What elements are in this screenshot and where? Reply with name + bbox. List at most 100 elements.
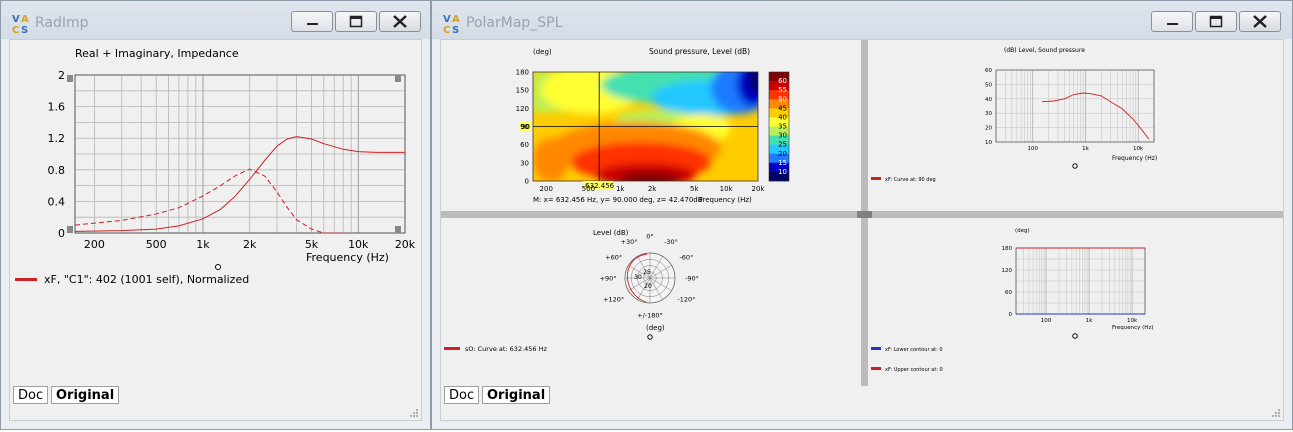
svg-text:C: C xyxy=(443,25,450,34)
spl-y-tick: 50 xyxy=(985,82,992,88)
tab-original[interactable]: Original xyxy=(482,386,551,404)
spl-x-tick: 10k xyxy=(1133,146,1144,152)
lower-legend-label: xF: Lower contour at: 0 xyxy=(885,347,943,353)
maximize-icon xyxy=(1209,15,1223,28)
cursor-y-badge xyxy=(520,122,532,131)
contour-anchor-point[interactable] xyxy=(1072,333,1078,339)
upper-legend-label: xF: Upper contour at: 0 xyxy=(885,367,943,373)
polar-spoke xyxy=(649,277,663,300)
y-tick-label: 1.2 xyxy=(48,132,66,145)
heatmap-y-tick: 90 xyxy=(520,123,529,131)
resize-grip-icon[interactable] xyxy=(1271,408,1281,418)
heatmap-y-tick: 120 xyxy=(516,105,529,113)
heatmap-x-ticks: 200 500 1k 2k 5k 10k 20k xyxy=(540,185,766,193)
heatmap-surface[interactable] xyxy=(533,62,771,188)
svg-text:S: S xyxy=(21,25,28,34)
minimize-button[interactable] xyxy=(1151,11,1193,32)
marker-readout: M: x= 632.456 Hz, y= 90.000 deg, z= 42.4… xyxy=(533,196,703,204)
x-tick-label: 1k xyxy=(196,238,210,251)
contour-title: (deg) xyxy=(1015,228,1030,234)
scale-label: 15 xyxy=(778,159,787,167)
tab-doc[interactable]: Doc xyxy=(444,386,480,404)
spl-y-ticks: 10 20 30 40 50 60 xyxy=(985,68,992,146)
polar-angle-label: -60° xyxy=(679,254,693,262)
spl-x-tick: 100 xyxy=(1028,146,1039,152)
heatmap-y-tick: 30 xyxy=(520,159,529,167)
scale-swatch xyxy=(769,144,789,155)
close-button[interactable] xyxy=(1239,11,1281,32)
x-axis-label: Frequency (Hz) xyxy=(306,251,389,264)
scale-label: 45 xyxy=(778,104,787,112)
y-tick-label: 2 xyxy=(58,69,65,82)
close-icon xyxy=(393,15,407,28)
contour-y-ticks: 0 60 120 180 xyxy=(1002,246,1013,318)
polar-spoke xyxy=(628,265,651,279)
svg-text:C: C xyxy=(12,25,19,34)
scale-label: 35 xyxy=(778,123,787,131)
polarmap-views: (deg) Sound pressure, Level (dB) xyxy=(441,40,1283,386)
polar-spoke xyxy=(649,277,672,291)
minimize-button[interactable] xyxy=(291,11,333,32)
maximize-button[interactable] xyxy=(335,11,377,32)
scale-label: 55 xyxy=(778,86,787,94)
polar-spoke xyxy=(628,277,651,291)
scale-swatch xyxy=(769,81,789,91)
contour-x-label: Frequency (Hz) xyxy=(1112,325,1153,331)
polar-legend-label: sO: Curve at: 632.456 Hz xyxy=(465,345,548,353)
chart-title: Real + Imaginary, Impedance xyxy=(75,47,239,60)
y-scroll-handle-bottom-left[interactable] xyxy=(67,226,73,233)
polar-angle-label: +120° xyxy=(603,296,624,304)
scale-swatch xyxy=(769,90,789,100)
maximize-icon xyxy=(349,15,363,28)
cursor-x-badge xyxy=(583,181,614,190)
chart-anchor-point[interactable] xyxy=(215,264,221,270)
title-bar[interactable]: V A C S PolarMap_SPL xyxy=(432,1,1292,39)
polar-ring-label: 30 xyxy=(634,274,642,281)
polar-spoke xyxy=(649,256,663,279)
tab-doc[interactable]: Doc xyxy=(13,386,49,404)
scale-swatch xyxy=(769,117,789,127)
polar-angle-label: +90° xyxy=(600,275,617,283)
maximize-button[interactable] xyxy=(1195,11,1237,32)
close-button[interactable] xyxy=(379,11,421,32)
heatmap-x-label: Frequency (Hz) xyxy=(699,196,752,204)
polar-unit: (deg) xyxy=(646,324,665,332)
tab-original[interactable]: Original xyxy=(51,386,120,404)
cursor-x-label: 632.456 xyxy=(585,182,614,190)
spl-y-tick: 20 xyxy=(985,126,992,132)
x-tick-label: 2k xyxy=(243,238,257,251)
spl-title: (dB) Level, Sound pressure xyxy=(1004,47,1085,54)
heatmap-x-tick: 5k xyxy=(690,185,699,193)
polar-ring-label: 25 xyxy=(643,269,651,276)
polar-plot[interactable]: 0° -30°-60° -90° -120° +/-180° +120° +90° +60° +… xyxy=(600,233,699,320)
heatmap-y-ticks: 0 30 60 90 120 150 180 xyxy=(516,69,529,186)
y-scroll-handle-top-left[interactable] xyxy=(67,75,73,82)
splitter-junction[interactable] xyxy=(857,211,872,218)
spl-x-ticks: 100 1k 10k xyxy=(1028,146,1144,152)
scale-label: 60 xyxy=(778,77,787,85)
heatmap-x-tick: 200 xyxy=(540,185,553,193)
polar-ring-label: 20 xyxy=(644,283,652,290)
svg-text:V: V xyxy=(12,14,20,25)
scale-label: 40 xyxy=(778,113,787,121)
y-scroll-handle-top-right[interactable] xyxy=(395,75,401,82)
chart-grid xyxy=(75,74,406,233)
polarmap-window: V A C S PolarMap_SPL (deg) Sound pressur… xyxy=(431,0,1293,430)
polar-anchor-point[interactable] xyxy=(647,334,653,340)
polar-angle-label: 0° xyxy=(646,233,653,241)
title-bar[interactable]: V A C S RadImp xyxy=(1,1,430,39)
scale-frame xyxy=(768,71,790,182)
heatmap-x-tick: 500 xyxy=(582,185,595,193)
heatmap-y-tick: 180 xyxy=(516,69,529,77)
resize-grip-icon[interactable] xyxy=(409,408,419,418)
x-tick-label: 20k xyxy=(395,238,416,251)
svg-text:A: A xyxy=(452,14,460,25)
y-scroll-handle-bottom-right[interactable] xyxy=(395,226,401,233)
spl-anchor-point[interactable] xyxy=(1072,163,1078,169)
minimize-icon xyxy=(1167,23,1178,25)
y-tick-label: 1.6 xyxy=(48,101,66,114)
radimp-client-area: Real + Imaginary, Impedance 0 0.4 0.8 1.2 1.… xyxy=(9,39,422,421)
contour-x-ticks: 100 1k 10k xyxy=(1041,318,1138,324)
cursor-y-label: 90 xyxy=(521,123,530,131)
